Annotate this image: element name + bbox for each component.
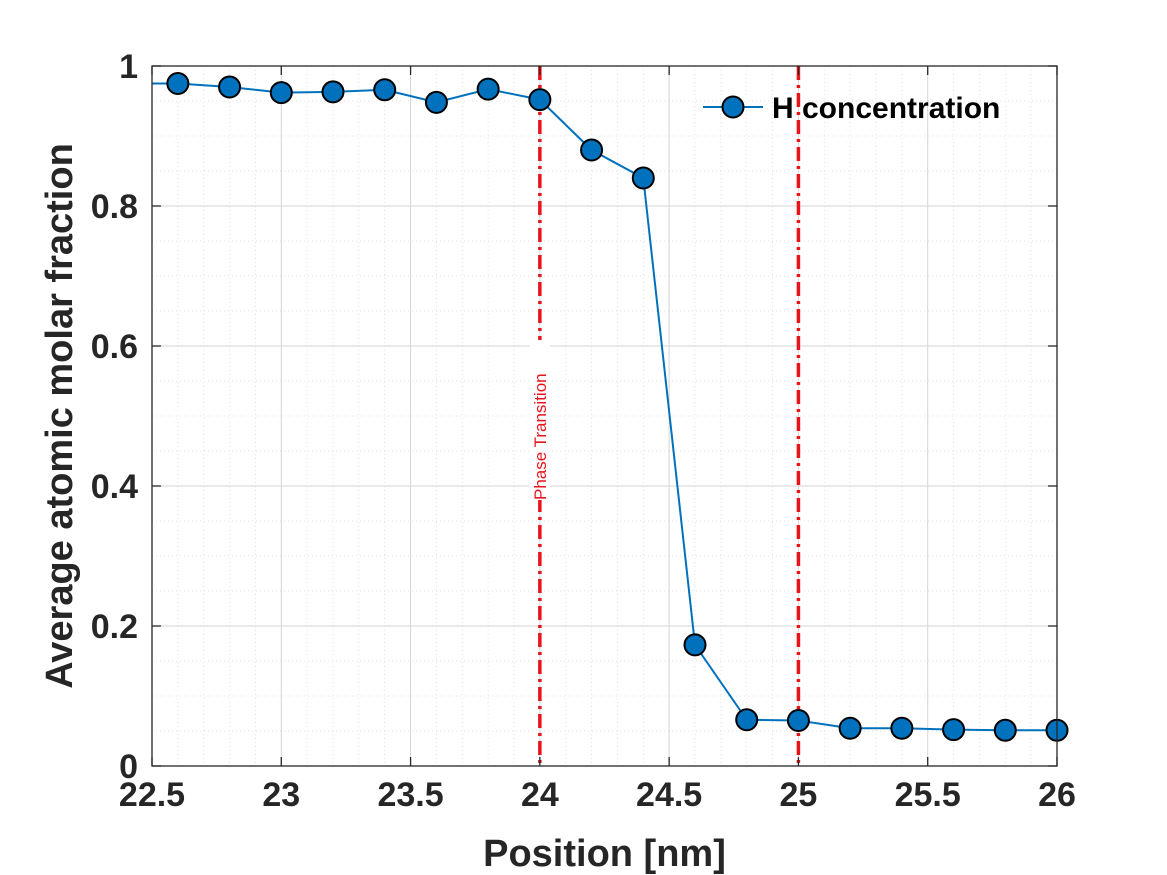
- y-tick-label: 0.2: [91, 608, 138, 646]
- data-point: [166, 72, 190, 95]
- x-tick-label: 24.5: [636, 776, 702, 814]
- y-tick-label: 0.4: [91, 468, 138, 506]
- data-point: [942, 718, 966, 742]
- legend-label: H concentration: [772, 92, 1000, 125]
- x-tick-labels: 22.5 23 23.5 24 24.5 25 25.5 26: [119, 776, 1076, 814]
- data-point: [269, 81, 293, 105]
- data-point: [683, 633, 707, 657]
- data-point: [993, 718, 1017, 742]
- plot-frame: [151, 65, 1058, 767]
- x-tick-label: 22.5: [119, 776, 185, 814]
- y-tick-labels: 0 0.2 0.4 0.6 0.8 1: [91, 48, 138, 786]
- x-tick-label: 23.5: [377, 776, 443, 814]
- vertical-reference-lines: Phase Transition: [529, 66, 801, 766]
- x-axis-label: Position [nm]: [483, 833, 726, 875]
- data-point: [528, 88, 552, 112]
- data-point: [373, 78, 397, 102]
- axis-ticks: [151, 65, 1058, 767]
- data-point: [631, 166, 655, 190]
- phase-transition-label: Phase Transition: [531, 373, 550, 500]
- data-point: [735, 708, 759, 732]
- y-tick-label: 1: [119, 48, 138, 86]
- y-tick-label: 0.6: [91, 328, 138, 366]
- y-tick-label: 0.8: [91, 188, 138, 226]
- x-tick-label: 23: [262, 776, 300, 814]
- legend: H concentration: [703, 92, 1000, 125]
- data-point: [218, 75, 242, 99]
- data-point: [838, 716, 862, 740]
- legend-marker: [721, 95, 745, 119]
- data-point: [321, 80, 345, 104]
- data-point: [424, 90, 448, 114]
- x-tick-label: 26: [1038, 776, 1076, 814]
- series-layer: [152, 72, 1069, 742]
- data-point: [476, 77, 500, 101]
- x-tick-label: 24: [521, 776, 559, 814]
- x-tick-label: 25.5: [895, 776, 961, 814]
- annotation-background: [529, 340, 550, 500]
- data-point: [890, 716, 914, 740]
- data-point: [786, 709, 810, 732]
- x-tick-label: 25: [780, 776, 818, 814]
- y-tick-label: 0: [119, 748, 138, 786]
- data-point: [580, 138, 604, 162]
- y-axis-label: Average atomic molar fraction: [39, 143, 81, 689]
